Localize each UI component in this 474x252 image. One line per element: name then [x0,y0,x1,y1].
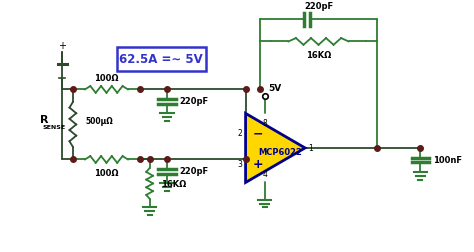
Text: R: R [40,114,48,124]
Text: 100Ω: 100Ω [94,73,118,82]
Polygon shape [246,114,305,183]
Text: 100Ω: 100Ω [94,168,118,177]
Text: MCP6022: MCP6022 [258,148,302,157]
Text: 220pF: 220pF [179,97,209,106]
Text: 500μΩ: 500μΩ [85,117,113,126]
Text: 220pF: 220pF [304,2,333,11]
Text: −: − [252,127,263,140]
Text: +: + [252,157,263,170]
Text: 220pF: 220pF [179,167,209,176]
Text: 16KΩ: 16KΩ [306,51,331,60]
Text: 62.5A =∼ 5V: 62.5A =∼ 5V [119,53,203,66]
Text: SENSE: SENSE [42,124,65,130]
Text: 100nF: 100nF [433,155,462,164]
Text: 4: 4 [262,169,267,178]
Text: 8: 8 [262,119,267,128]
FancyBboxPatch shape [117,48,206,71]
Text: 3: 3 [238,159,243,168]
Text: 5V: 5V [268,84,282,93]
Text: 1: 1 [308,144,313,153]
Text: 16KΩ: 16KΩ [161,179,186,188]
Text: +: + [58,41,66,51]
Text: 2: 2 [238,129,243,138]
